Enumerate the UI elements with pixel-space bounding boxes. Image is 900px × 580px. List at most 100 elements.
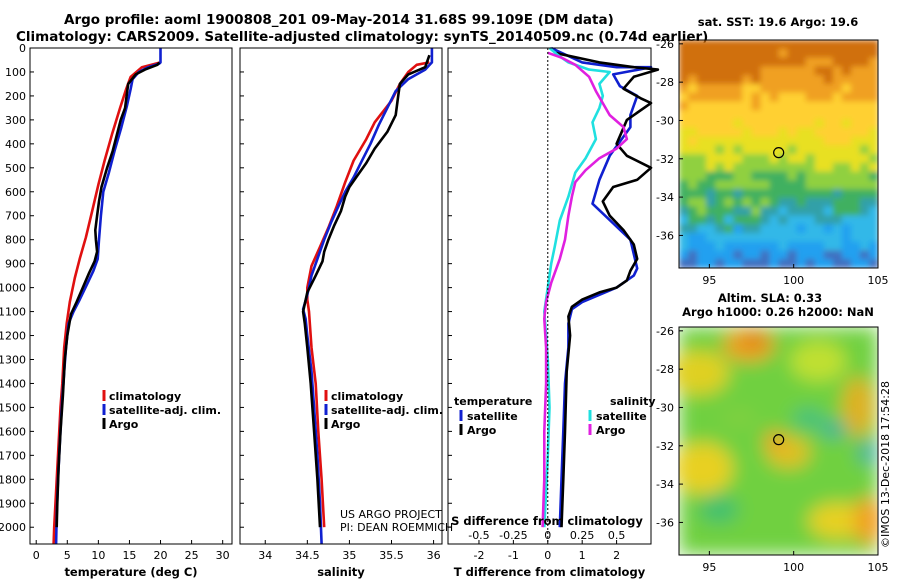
legend-temperature-label: Argo bbox=[467, 424, 497, 437]
temperature-legend-label: Argo bbox=[109, 418, 139, 431]
title-line-2: Climatology: CARS2009. Satellite-adjuste… bbox=[16, 29, 709, 45]
sst_map-lon-tick-label: 95 bbox=[702, 274, 716, 287]
difference-xtick-label: 1 bbox=[579, 549, 586, 562]
depth-tick-label: 1000 bbox=[0, 282, 26, 295]
sst_map-lat-tick-label: -26 bbox=[656, 38, 674, 51]
depth-tick-label: 900 bbox=[5, 258, 26, 271]
temperature-xtick-label: 25 bbox=[185, 549, 199, 562]
temperature-legend-label: satellite-adj. clim. bbox=[109, 404, 221, 417]
temperature-panel: 0100200300400500600700800900100011001200… bbox=[0, 42, 233, 579]
legend-salinity-label: satellite bbox=[596, 410, 647, 423]
legend-salinity-label: Argo bbox=[596, 424, 626, 437]
temperature-xtick-label: 20 bbox=[154, 549, 168, 562]
temperature-xlabel: temperature (deg C) bbox=[64, 565, 197, 579]
depth-tick-label: 1200 bbox=[0, 330, 26, 343]
salinity-series-argo bbox=[301, 54, 431, 528]
temperature-legend-label: climatology bbox=[109, 390, 181, 403]
salinity-legend-label: climatology bbox=[331, 390, 403, 403]
difference-series-temperature-satellite bbox=[550, 46, 653, 528]
sla_map-frame bbox=[678, 326, 879, 556]
salinity-difference-tick-label: -0.25 bbox=[499, 529, 527, 542]
sla_map-panel: -26 -28 -30 -32 -34 -36 95 100 105 Altim. SLA: 0.… bbox=[656, 291, 888, 574]
salinity-xlabel: salinity bbox=[317, 565, 365, 579]
temperature-xtick-label: 0 bbox=[33, 549, 40, 562]
difference-series-salinity-satellite bbox=[542, 47, 612, 528]
depth-tick-label: 1800 bbox=[0, 473, 26, 486]
salinity-difference-tick-label: -0.5 bbox=[468, 529, 489, 542]
temperature-series-climatology bbox=[52, 61, 161, 545]
sla_map-lon-tick-label: 95 bbox=[702, 561, 716, 574]
sst_map-lat-tick-label: -32 bbox=[656, 153, 674, 166]
temperature-frame bbox=[29, 47, 233, 545]
depth-tick-label: 0 bbox=[19, 42, 26, 55]
sla_map-lat-tick-label: -34 bbox=[656, 478, 674, 491]
sst_map-lat-tick-label: -36 bbox=[656, 229, 674, 242]
depth-tick-label: 2000 bbox=[0, 521, 26, 534]
difference-xtick-label: -1 bbox=[508, 549, 519, 562]
sla_map-lat-tick-label: -32 bbox=[656, 440, 674, 453]
sst_map-lon-tick-label: 100 bbox=[783, 274, 804, 287]
sst_map-lat-tick-label: -34 bbox=[656, 191, 674, 204]
temperature-xtick-label: 5 bbox=[64, 549, 71, 562]
difference-series-temperature-argo bbox=[554, 51, 660, 528]
sla_map-lat-tick-label: -26 bbox=[656, 325, 674, 338]
sst-map-title: sat. SST: 19.6 Argo: 19.6 bbox=[698, 15, 858, 29]
depth-tick-label: 700 bbox=[5, 210, 26, 223]
sst_map-lon-tick-label: 105 bbox=[868, 274, 889, 287]
sla_map-argo-marker bbox=[773, 434, 785, 446]
difference-xtick-label: -2 bbox=[473, 549, 484, 562]
salinity-xtick-label: 34.5 bbox=[295, 549, 320, 562]
depth-tick-label: 1400 bbox=[0, 377, 26, 390]
salinity-panel: 34 34.5 35 35.5 36 salinity climatologysatelli… bbox=[239, 47, 443, 579]
depth-tick-label: 1700 bbox=[0, 449, 26, 462]
depth-tick-label: 400 bbox=[5, 138, 26, 151]
salinity-xtick-label: 35.5 bbox=[379, 549, 404, 562]
depth-tick-label: 1600 bbox=[0, 425, 26, 438]
depth-tick-label: 200 bbox=[5, 90, 26, 103]
temperature-xtick-label: 10 bbox=[91, 549, 105, 562]
salinity-series-satellite-adj-clim- bbox=[301, 48, 434, 545]
temperature-series-argo bbox=[55, 61, 161, 528]
difference-frame bbox=[447, 47, 652, 545]
credit-line-2: PI: DEAN ROEMMICH bbox=[340, 521, 453, 534]
imos-timestamp: ©IMOS 13-Dec-2018 17:54:28 bbox=[879, 381, 892, 548]
sst_map-panel: -26 -28 -30 -32 -34 -36 95 100 105 sat. SST: 19.6… bbox=[656, 15, 888, 287]
salinity-xtick-label: 36 bbox=[427, 549, 441, 562]
sst_map-argo-marker bbox=[773, 147, 785, 159]
salinity-difference-tick-label: 0.5 bbox=[608, 529, 626, 542]
salinity-series-climatology bbox=[305, 61, 430, 528]
sst_map-field bbox=[679, 40, 878, 268]
depth-tick-label: 300 bbox=[5, 114, 26, 127]
legend-salinity-title: salinity bbox=[610, 395, 656, 408]
salinity-difference-tick-label: 0 bbox=[544, 529, 551, 542]
difference-panel: -2 -1 0 1 2 T difference from climatology -0.5… bbox=[447, 46, 660, 579]
sla_map-lon-tick-label: 105 bbox=[868, 561, 889, 574]
temperature-xtick-label: 15 bbox=[122, 549, 136, 562]
salinity-difference-tick-label: 0.25 bbox=[570, 529, 595, 542]
difference-xtick-label: 2 bbox=[613, 549, 620, 562]
sla-map-title-line-2: Argo h1000: 0.26 h2000: NaN bbox=[682, 305, 874, 319]
legend-temperature-title: temperature bbox=[454, 395, 532, 408]
difference-xlabel: T difference from climatology bbox=[454, 565, 646, 579]
depth-tick-label: 1100 bbox=[0, 306, 26, 319]
sst_map-lat-tick-label: -28 bbox=[656, 76, 674, 89]
depth-tick-label: 1500 bbox=[0, 401, 26, 414]
difference-series-salinity-argo bbox=[541, 51, 629, 528]
sla-map-title-line-1: Altim. SLA: 0.33 bbox=[718, 291, 822, 305]
title-line-1: Argo profile: aoml 1900808_201 09-May-20… bbox=[64, 12, 614, 28]
depth-tick-label: 1900 bbox=[0, 497, 26, 510]
temperature-xtick-label: 30 bbox=[216, 549, 230, 562]
sst_map-frame bbox=[678, 39, 879, 269]
sla_map-field bbox=[679, 327, 878, 555]
salinity-legend-label: satellite-adj. clim. bbox=[331, 404, 443, 417]
depth-tick-label: 100 bbox=[5, 66, 26, 79]
salinity-difference-xlabel: S difference from climatology bbox=[451, 514, 643, 528]
credit-line-1: US ARGO PROJECT bbox=[340, 508, 442, 521]
depth-tick-label: 1300 bbox=[0, 353, 26, 366]
depth-tick-label: 600 bbox=[5, 186, 26, 199]
depth-tick-label: 500 bbox=[5, 162, 26, 175]
depth-tick-label: 800 bbox=[5, 234, 26, 247]
sla_map-lat-tick-label: -30 bbox=[656, 401, 674, 414]
salinity-frame bbox=[239, 47, 443, 545]
